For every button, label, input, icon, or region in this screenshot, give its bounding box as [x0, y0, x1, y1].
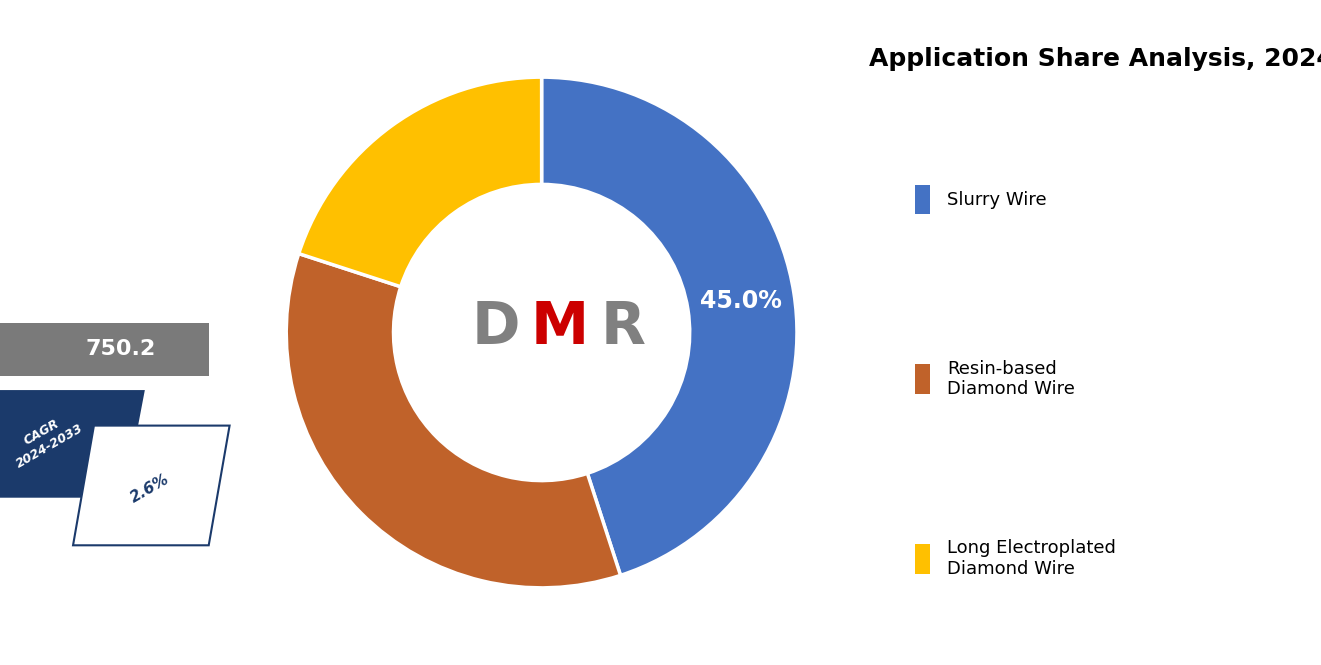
Polygon shape	[0, 389, 147, 499]
Text: 750.2: 750.2	[86, 339, 156, 359]
Wedge shape	[542, 77, 797, 575]
Text: M: M	[531, 299, 589, 356]
Text: D: D	[472, 299, 520, 356]
FancyBboxPatch shape	[0, 323, 209, 376]
FancyBboxPatch shape	[915, 544, 930, 573]
Text: Long Electroplated
Diamond Wire: Long Electroplated Diamond Wire	[947, 539, 1116, 578]
Text: Resin-based
Diamond Wire: Resin-based Diamond Wire	[947, 360, 1075, 398]
Text: R: R	[601, 299, 646, 356]
FancyBboxPatch shape	[915, 184, 930, 214]
Text: Dimension: Dimension	[30, 33, 178, 57]
Text: Global Diamond Wire
Saw Market Research
Report Size
(USD Million), 2024: Global Diamond Wire Saw Market Research …	[24, 226, 185, 296]
Text: 2.6%: 2.6%	[128, 471, 172, 506]
Wedge shape	[299, 77, 542, 287]
FancyBboxPatch shape	[915, 364, 930, 394]
Text: 45.0%: 45.0%	[700, 289, 782, 313]
Polygon shape	[73, 426, 230, 545]
Wedge shape	[287, 253, 621, 588]
Text: Research: Research	[40, 153, 169, 177]
Text: CAGR
2024-2033: CAGR 2024-2033	[7, 408, 86, 470]
Text: Slurry Wire: Slurry Wire	[947, 190, 1048, 209]
Text: Market: Market	[54, 93, 155, 117]
Text: Application Share Analysis, 2024: Application Share Analysis, 2024	[869, 47, 1321, 70]
